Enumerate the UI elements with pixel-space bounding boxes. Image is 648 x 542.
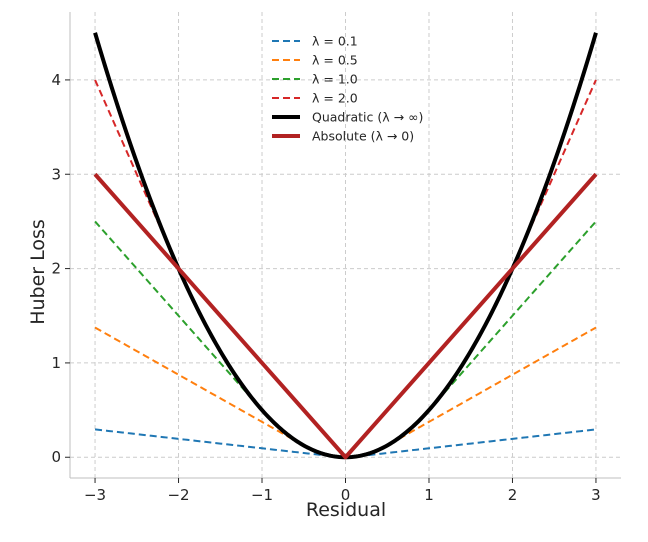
series-line-6 [93, 172, 598, 460]
series-layer [93, 32, 598, 460]
legend-label-6: Absolute (λ → 0) [312, 129, 414, 144]
y-tick-label: 1 [51, 354, 61, 372]
legend-label-1: λ = 0.1 [312, 34, 358, 49]
y-tick-label: 3 [51, 165, 61, 183]
legend: λ = 0.1 λ = 0.5 λ = 1.0 λ = 2.0 Quadratic (λ… [272, 34, 423, 144]
series-line-1 [94, 428, 597, 459]
y-tick-label: 0 [51, 448, 61, 466]
x-axis-label: Residual [306, 499, 386, 521]
x-tick-label: 2 [508, 486, 518, 504]
x-tick-label: 0 [341, 486, 351, 504]
legend-label-3: λ = 1.0 [312, 72, 358, 87]
series-line-3 [94, 220, 597, 459]
legend-label-5: Quadratic (λ → ∞) [312, 110, 423, 125]
x-tick-label: 1 [424, 486, 434, 504]
y-axis-label: Huber Loss [27, 219, 49, 325]
legend-label-2: λ = 0.5 [312, 53, 358, 68]
ticks: −3 −2 −1 0 1 2 3 0 1 2 3 4 [51, 71, 600, 504]
y-tick-label: 2 [51, 260, 61, 278]
grid [70, 12, 621, 478]
legend-label-4: λ = 2.0 [312, 91, 358, 106]
x-tick-label: −2 [167, 486, 189, 504]
x-tick-label: −1 [251, 486, 273, 504]
x-tick-label: −3 [84, 486, 106, 504]
x-tick-label: 3 [591, 486, 601, 504]
y-tick-label: 4 [51, 71, 61, 89]
